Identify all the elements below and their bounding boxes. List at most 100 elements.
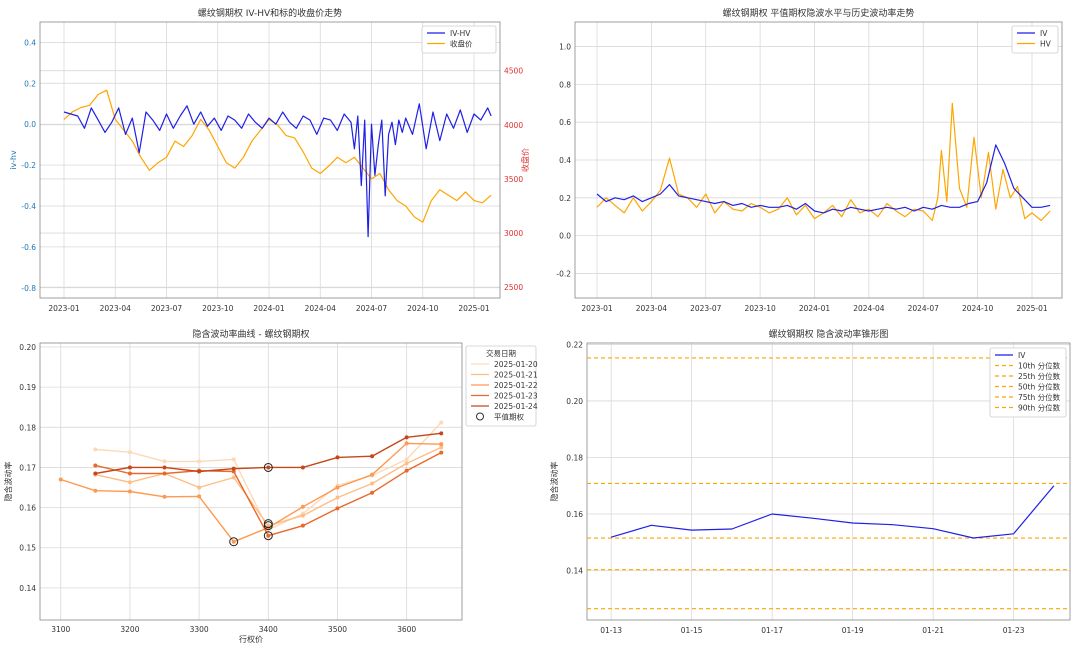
c3-point bbox=[93, 463, 98, 468]
c4-legend-label: 25th 分位数 bbox=[1018, 371, 1061, 381]
c3-ytick-label: 0.15 bbox=[19, 544, 36, 553]
c3-point bbox=[404, 468, 409, 473]
c3-ylabel: 隐含波动率 bbox=[3, 462, 13, 502]
c1-ylabel: iv-hv bbox=[9, 150, 18, 170]
chart-smile: 隐含波动率曲线 - 螺纹钢期权 3100 3200 3300 3400 3500 3600 0… bbox=[3, 328, 538, 644]
c3-point bbox=[93, 471, 98, 476]
c3-point bbox=[162, 465, 167, 470]
c1-y2tick-label: 3000 bbox=[504, 229, 523, 238]
c1-xtick-label: 2023-10 bbox=[202, 304, 234, 313]
c2-xtick-label: 2023-07 bbox=[690, 304, 722, 313]
c4-xtick-label: 01-21 bbox=[922, 626, 944, 635]
c3-point bbox=[370, 472, 375, 477]
c3-point bbox=[439, 431, 444, 436]
c1-ytick-label: -0.2 bbox=[21, 161, 36, 170]
c3-point bbox=[370, 454, 375, 459]
c1-y2tick-label: 4500 bbox=[504, 67, 523, 76]
c4-ytick-label: 0.14 bbox=[566, 567, 583, 576]
c3-point bbox=[300, 513, 305, 518]
c2-ytick-label: 1.0 bbox=[559, 43, 571, 52]
c3-point bbox=[231, 457, 236, 462]
c3-atm-marker bbox=[263, 521, 273, 531]
c3-legend-label: 2025-01-24 bbox=[494, 402, 538, 411]
c3-series-2025-01-22 bbox=[60, 442, 442, 543]
c3-legend-title: 交易日期 bbox=[486, 348, 516, 358]
c2-ytick-label: 0.0 bbox=[559, 232, 571, 241]
c4-series-iv bbox=[610, 485, 1055, 539]
c1-ytick-label: 0.2 bbox=[24, 79, 36, 88]
c1-xtick-label: 2023-07 bbox=[151, 304, 183, 313]
c3-legend-label: 2025-01-21 bbox=[494, 371, 538, 380]
c3-xtick-label: 3300 bbox=[190, 625, 209, 634]
c4-plot-frame bbox=[586, 342, 1071, 621]
c3-point bbox=[162, 459, 167, 464]
c2-ytick-label: 0.8 bbox=[559, 80, 571, 89]
c3-point bbox=[197, 494, 202, 499]
c3-point bbox=[162, 494, 167, 499]
c3-point bbox=[93, 447, 98, 452]
c4-xtick-label: 01-13 bbox=[600, 626, 622, 635]
c1-xtick-label: 2023-01 bbox=[48, 304, 80, 313]
c2-xtick-label: 2024-01 bbox=[799, 304, 831, 313]
c3-point bbox=[370, 490, 375, 495]
c1-ytick-label: 0.0 bbox=[24, 120, 36, 129]
c3-legend-label: 2025-01-23 bbox=[494, 392, 538, 401]
c1-xtick-label: 2024-10 bbox=[407, 304, 439, 313]
c4-legend-label: 90th 分位数 bbox=[1018, 403, 1061, 413]
c4-ytick-label: 0.20 bbox=[566, 397, 583, 406]
c3-point bbox=[335, 455, 340, 460]
c4-legend-label: 75th 分位数 bbox=[1018, 392, 1061, 402]
c3-point bbox=[300, 465, 305, 470]
c1-xtick-label: 2023-04 bbox=[100, 304, 132, 313]
c3-point bbox=[439, 445, 444, 450]
c2-title: 螺纹钢期权 平值期权隐波水平与历史波动率走势 bbox=[723, 7, 915, 19]
c2-ytick-label: 0.4 bbox=[559, 156, 571, 165]
c3-point bbox=[404, 457, 409, 462]
c3-point bbox=[127, 465, 132, 470]
c3-point bbox=[231, 539, 236, 544]
c3-legend-label: 2025-01-20 bbox=[494, 360, 538, 369]
c3-plot-frame bbox=[39, 342, 463, 621]
c3-ytick-label: 0.17 bbox=[19, 463, 36, 472]
c2-ytick-label: -0.2 bbox=[556, 269, 571, 278]
c3-point bbox=[439, 450, 444, 455]
c2-xtick-label: 2023-10 bbox=[744, 304, 776, 313]
c1-xtick-label: 2024-01 bbox=[253, 304, 285, 313]
c3-point bbox=[404, 461, 409, 466]
c1-plot-frame bbox=[39, 21, 501, 299]
c2-plot-frame bbox=[574, 21, 1063, 299]
c3-point bbox=[127, 480, 132, 485]
c4-legend-label: 10th 分位数 bbox=[1018, 361, 1061, 371]
c2-ytick-label: 0.6 bbox=[559, 118, 571, 127]
c4-legend-label: IV bbox=[1018, 351, 1026, 360]
c1-xtick-label: 2025-01 bbox=[458, 304, 490, 313]
c2-xtick-label: 2024-04 bbox=[853, 304, 885, 313]
c2-series-hv bbox=[596, 102, 1051, 222]
c2-xtick-label: 2025-01 bbox=[1016, 304, 1048, 313]
c1-y2tick-label: 2500 bbox=[504, 283, 523, 292]
c2-xtick-label: 2023-04 bbox=[636, 304, 668, 313]
c3-ytick-label: 0.20 bbox=[19, 343, 36, 352]
c3-xtick-label: 3200 bbox=[120, 625, 139, 634]
c3-point bbox=[231, 469, 236, 474]
c2-legend-box bbox=[1011, 25, 1059, 54]
c3-point bbox=[404, 441, 409, 446]
c4-ylabel: 隐含波动率 bbox=[549, 462, 559, 502]
c3-point bbox=[197, 485, 202, 490]
c2-xtick-label: 2024-10 bbox=[962, 304, 994, 313]
c4-ytick-label: 0.22 bbox=[566, 340, 583, 349]
c3-point bbox=[300, 504, 305, 509]
c3-point bbox=[162, 471, 167, 476]
c4-title: 螺纹钢期权 隐含波动率锥形图 bbox=[769, 328, 889, 340]
c3-point bbox=[127, 450, 132, 455]
c3-xtick-label: 3600 bbox=[397, 625, 416, 634]
c4-xtick-label: 01-19 bbox=[842, 626, 864, 635]
c3-point bbox=[439, 420, 444, 425]
c3-point bbox=[404, 435, 409, 440]
c3-legend-marker bbox=[476, 412, 484, 421]
c1-ytick-label: -0.4 bbox=[21, 202, 36, 211]
c3-point bbox=[335, 495, 340, 500]
c3-xtick-label: 3500 bbox=[328, 625, 347, 634]
